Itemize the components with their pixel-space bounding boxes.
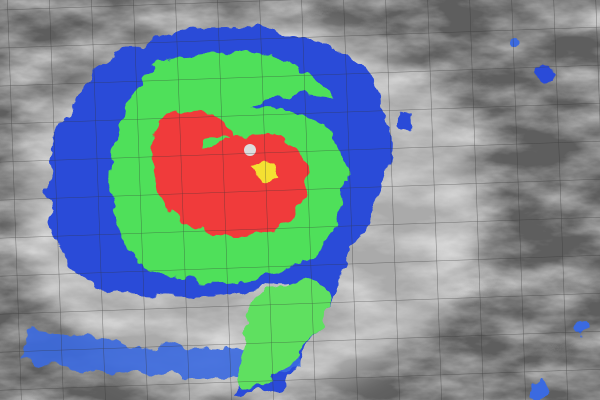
page	[0, 0, 600, 400]
satellite-image	[0, 0, 600, 400]
lat-lon-grid	[0, 0, 600, 400]
